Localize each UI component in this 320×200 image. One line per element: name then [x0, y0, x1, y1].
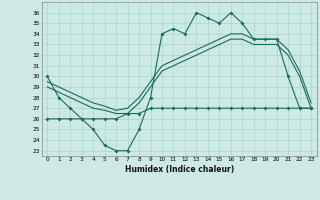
X-axis label: Humidex (Indice chaleur): Humidex (Indice chaleur): [124, 165, 234, 174]
